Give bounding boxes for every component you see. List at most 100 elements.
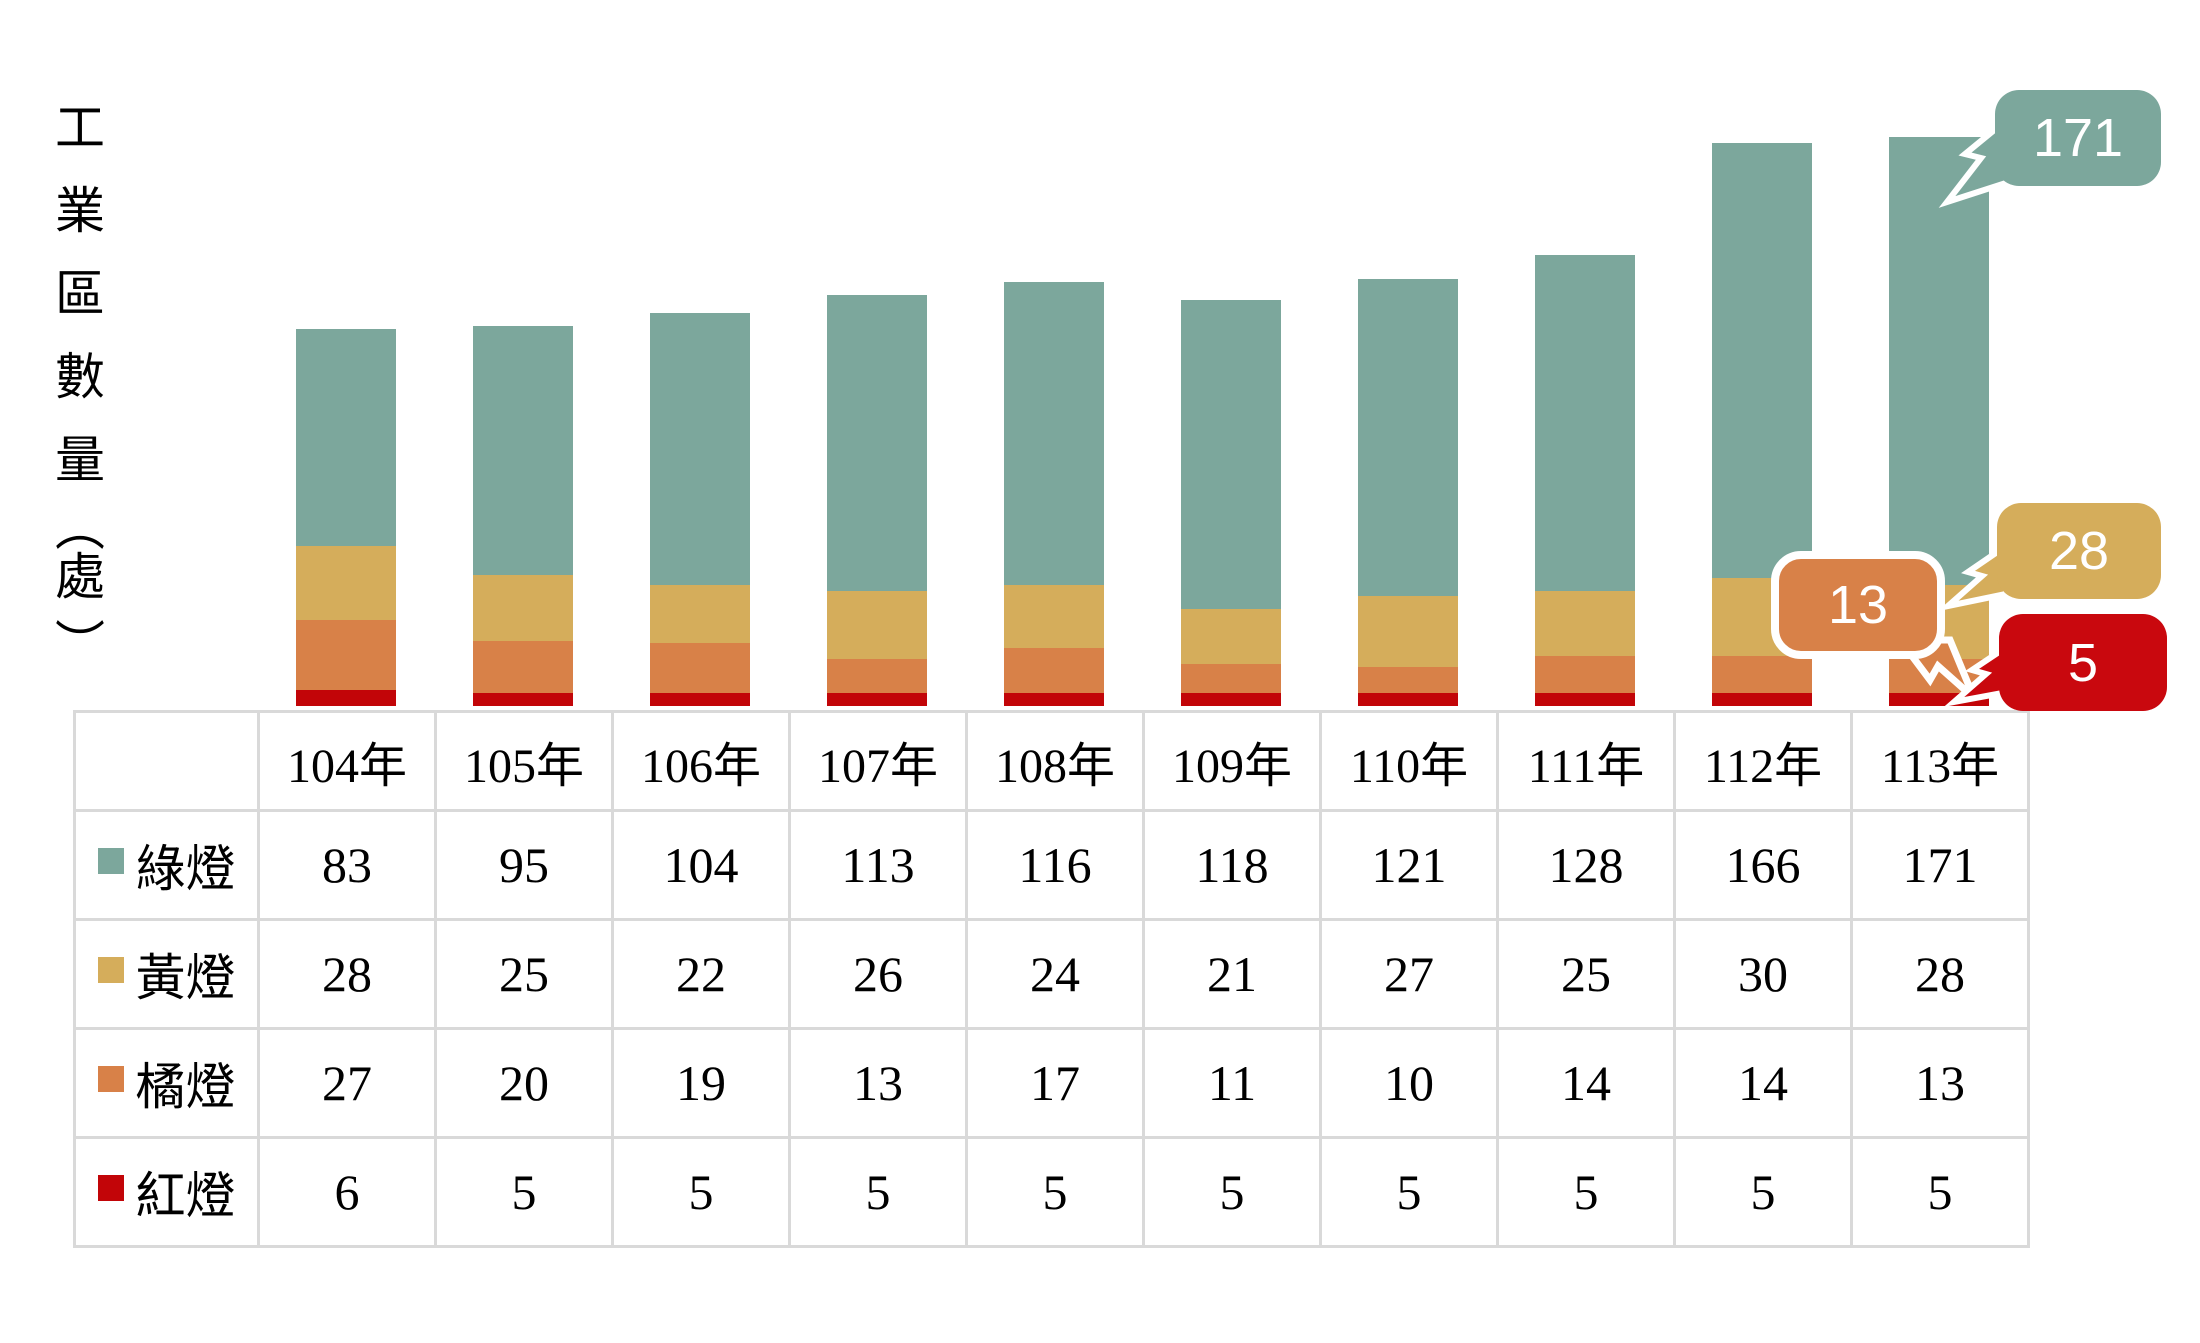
bar-segment-橘燈-109年 [1180, 664, 1281, 693]
table-value-綠燈-105年: 95 [434, 809, 614, 921]
callout-orange-13: 13 [1771, 551, 1945, 659]
bar-segment-紅燈-108年 [1003, 692, 1104, 706]
table-header-111年: 111年 [1496, 710, 1676, 812]
legend-swatch-紅燈 [97, 1175, 124, 1201]
table-row-綠燈: 綠燈 83 95 104 113 116 118 121 128 166 171 [73, 809, 2030, 921]
bar-segment-紅燈-112年 [1711, 692, 1812, 706]
legend-label-綠燈: 綠燈 [135, 841, 236, 897]
bar-segment-橘燈-110年 [1357, 666, 1458, 693]
table-value-綠燈-104年: 83 [257, 809, 437, 921]
bar-segment-黃燈-105年 [472, 575, 573, 641]
callout-yellow-28: 28 [1997, 503, 2161, 599]
legend-cell-紅燈: 紅燈 [73, 1136, 260, 1248]
bar-segment-綠燈-113年 [1888, 137, 1989, 586]
bar-segment-黃燈-110年 [1357, 595, 1458, 667]
table-value-紅燈-106年: 5 [611, 1136, 791, 1248]
table-value-橘燈-113年: 13 [1850, 1027, 2030, 1139]
legend-label-黃燈: 黃燈 [135, 950, 236, 1006]
legend-swatch-黃燈 [97, 957, 124, 983]
bar-segment-綠燈-106年 [649, 313, 750, 586]
table-corner-cell [73, 710, 260, 812]
table-value-紅燈-104年: 6 [257, 1136, 437, 1248]
data-table: 104年 105年 106年 107年 108年 109年 110年 111年 112年 113年… [73, 710, 2030, 1248]
table-value-綠燈-112年: 166 [1673, 809, 1853, 921]
bar-segment-紅燈-104年 [295, 690, 396, 706]
table-value-綠燈-108年: 116 [965, 809, 1145, 921]
bar-segment-綠燈-111年 [1534, 255, 1635, 591]
legend-swatch-橘燈 [97, 1066, 124, 1092]
table-value-綠燈-107年: 113 [788, 809, 968, 921]
bar-segment-橘燈-107年 [826, 658, 927, 693]
table-value-橘燈-105年: 20 [434, 1027, 614, 1139]
callout-red-value: 5 [2067, 632, 2099, 693]
table-header-105年: 105年 [434, 710, 614, 812]
table-value-黃燈-113年: 28 [1850, 918, 2030, 1030]
bar-segment-黃燈-111年 [1534, 590, 1635, 657]
bar-segment-紅燈-109年 [1180, 692, 1281, 706]
callout-red-5: 5 [1999, 614, 2167, 711]
table-header-108年: 108年 [965, 710, 1145, 812]
table-row-黃燈: 黃燈 28 25 22 26 24 21 27 25 30 28 [73, 918, 2030, 1030]
table-value-橘燈-109年: 11 [1142, 1027, 1322, 1139]
table-value-紅燈-107年: 5 [788, 1136, 968, 1248]
table-value-紅燈-109年: 5 [1142, 1136, 1322, 1248]
table-row-紅燈: 紅燈 6 5 5 5 5 5 5 5 5 5 [73, 1136, 2030, 1248]
table-header-row: 104年 105年 106年 107年 108年 109年 110年 111年 112年 113年 [73, 710, 2030, 812]
legend-cell-黃燈: 黃燈 [73, 918, 260, 1030]
table-value-橘燈-104年: 27 [257, 1027, 437, 1139]
y-axis-title-char: 處 [55, 549, 105, 605]
table-value-黃燈-108年: 24 [965, 918, 1145, 1030]
bar-segment-綠燈-112年 [1711, 142, 1812, 578]
bar-segment-黃燈-109年 [1180, 609, 1281, 665]
callout-orange-value: 13 [1827, 575, 1889, 635]
table-header-110年: 110年 [1319, 710, 1499, 812]
bar-segment-橘燈-104年 [295, 619, 396, 691]
table-value-綠燈-106年: 104 [611, 809, 791, 921]
table-header-112年: 112年 [1673, 710, 1853, 812]
bar-segment-紅燈-111年 [1534, 692, 1635, 706]
legend-label-橘燈: 橘燈 [135, 1059, 236, 1115]
table-value-紅燈-111年: 5 [1496, 1136, 1676, 1248]
bar-segment-綠燈-109年 [1180, 299, 1281, 610]
bar-segment-紅燈-107年 [826, 692, 927, 706]
table-value-紅燈-112年: 5 [1673, 1136, 1853, 1248]
table-value-紅燈-110年: 5 [1319, 1136, 1499, 1248]
bar-segment-綠燈-108年 [1003, 281, 1104, 586]
bar-segment-橘燈-105年 [472, 640, 573, 693]
table-value-黃燈-105年: 25 [434, 918, 614, 1030]
table-value-綠燈-113年: 171 [1850, 809, 2030, 921]
table-header-109年: 109年 [1142, 710, 1322, 812]
y-axis-title-char: 量 [55, 432, 105, 488]
table-value-黃燈-104年: 28 [257, 918, 437, 1030]
y-axis-title-char: 數 [55, 349, 105, 405]
legend-label-紅燈: 紅燈 [135, 1168, 236, 1224]
data-table-container: 104年 105年 106年 107年 108年 109年 110年 111年 112年 113年… [73, 710, 2030, 1248]
bar-segment-黃燈-107年 [826, 590, 927, 659]
bar-segment-綠燈-107年 [826, 294, 927, 591]
table-value-黃燈-112年: 30 [1673, 918, 1853, 1030]
bar-segment-黃燈-108年 [1003, 585, 1104, 649]
callout-green-value: 171 [2032, 108, 2124, 168]
table-value-綠燈-111年: 128 [1496, 809, 1676, 921]
table-header-113年: 113年 [1850, 710, 2030, 812]
callout-green-171: 171 [1995, 90, 2161, 186]
bar-segment-橘燈-106年 [649, 643, 750, 693]
y-axis-title: 工業區數量 ︵ 處 ︶ [52, 100, 108, 670]
callout-yellow-value: 28 [2048, 521, 2110, 581]
table-value-橘燈-112年: 14 [1673, 1027, 1853, 1139]
y-axis-title-char: 區 [55, 266, 105, 322]
bar-segment-綠燈-110年 [1357, 278, 1458, 596]
y-axis-title-char: 工 [55, 100, 105, 156]
table-header-104年: 104年 [257, 710, 437, 812]
table-value-橘燈-110年: 10 [1319, 1027, 1499, 1139]
table-value-黃燈-110年: 27 [1319, 918, 1499, 1030]
table-value-綠燈-110年: 121 [1319, 809, 1499, 921]
legend-swatch-綠燈 [97, 848, 124, 874]
bar-segment-橘燈-112年 [1711, 656, 1812, 693]
table-value-黃燈-106年: 22 [611, 918, 791, 1030]
table-value-綠燈-109年: 118 [1142, 809, 1322, 921]
bar-segment-綠燈-105年 [472, 326, 573, 575]
table-header-107年: 107年 [788, 710, 968, 812]
